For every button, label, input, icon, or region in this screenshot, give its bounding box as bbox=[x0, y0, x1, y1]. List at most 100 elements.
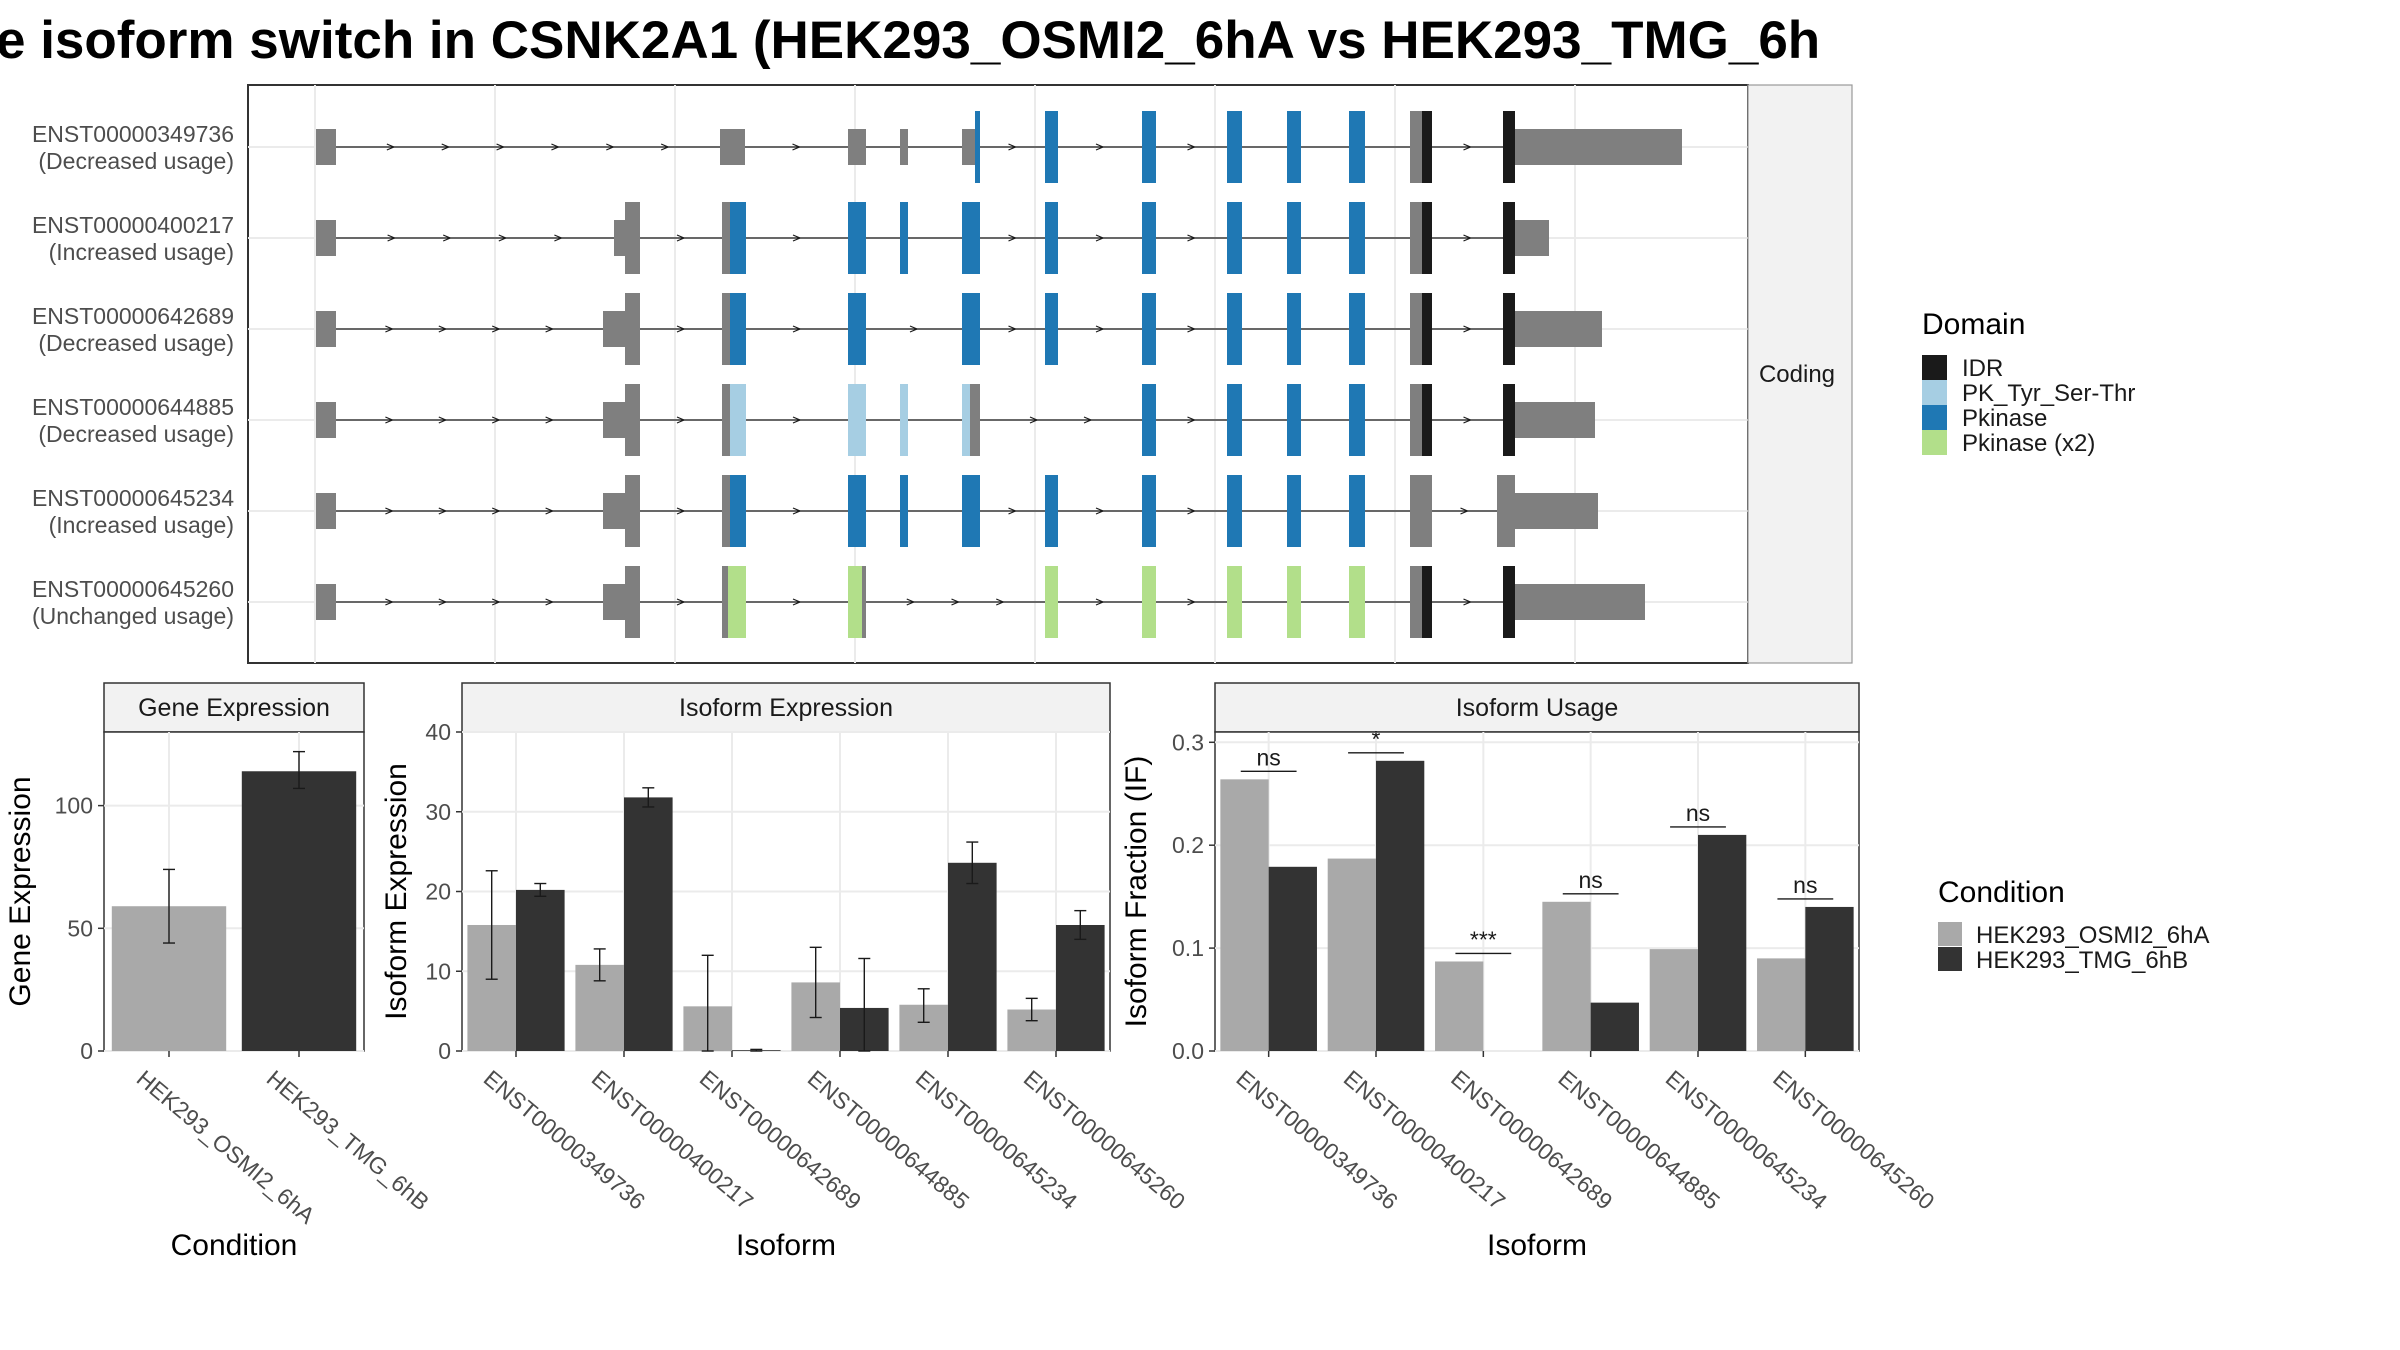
intron-arrow bbox=[385, 598, 394, 606]
intron-arrow bbox=[438, 507, 448, 515]
transcript-usage-label: (Decreased usage) bbox=[38, 421, 234, 447]
exon bbox=[316, 311, 336, 347]
exon bbox=[1227, 384, 1242, 456]
legend-swatch-idr bbox=[1922, 355, 1947, 380]
exon bbox=[1045, 202, 1058, 274]
exon bbox=[316, 584, 336, 620]
exon bbox=[900, 384, 908, 456]
bar bbox=[948, 862, 997, 1051]
transcript-id-label: ENST00000644885 bbox=[32, 394, 234, 420]
exon bbox=[1515, 584, 1645, 620]
intron-arrow bbox=[1008, 507, 1018, 515]
intron-arrow bbox=[1008, 325, 1018, 333]
significance-label: ns bbox=[1686, 800, 1710, 826]
legend-label-cond-a: HEK293_OSMI2_6hA bbox=[1976, 922, 2209, 949]
exon bbox=[900, 202, 908, 274]
intron-arrow bbox=[996, 598, 1005, 606]
exon bbox=[625, 202, 640, 274]
intron-arrow bbox=[676, 507, 686, 515]
exon bbox=[1227, 202, 1242, 274]
exon bbox=[722, 384, 730, 456]
exon bbox=[722, 566, 728, 638]
transcript-track bbox=[316, 202, 1549, 274]
exon bbox=[1503, 111, 1515, 183]
bar bbox=[624, 797, 673, 1051]
exon bbox=[1227, 475, 1242, 547]
isoform-labels: ENST00000349736(Decreased usage)ENST0000… bbox=[32, 121, 234, 629]
transcript-id-label: ENST00000400217 bbox=[32, 212, 234, 238]
intron-arrow bbox=[606, 143, 615, 151]
exon bbox=[1349, 293, 1365, 365]
exon bbox=[900, 475, 908, 547]
exon bbox=[1349, 566, 1365, 638]
exon bbox=[962, 129, 977, 165]
legend-label-pkinase-x2: Pkinase (x2) bbox=[1962, 430, 2095, 457]
intron-arrow bbox=[676, 416, 686, 424]
domain-legend: Domain IDR PK_Tyr_Ser-Thr Pkinase Pkinas… bbox=[1922, 308, 2135, 457]
exon bbox=[316, 402, 336, 438]
exon bbox=[720, 129, 745, 165]
intron-arrow bbox=[491, 325, 501, 333]
intron-arrow bbox=[442, 234, 452, 242]
legend-swatch-pk-tyr bbox=[1922, 380, 1947, 405]
exon bbox=[316, 493, 336, 529]
x-axis-title: Isoform bbox=[1487, 1229, 1587, 1262]
exon bbox=[1515, 311, 1602, 347]
exon bbox=[1287, 202, 1301, 274]
exon bbox=[1349, 384, 1365, 456]
exon bbox=[1503, 293, 1515, 365]
exon bbox=[1287, 384, 1301, 456]
exon bbox=[848, 475, 866, 547]
domain-legend-title: Domain bbox=[1922, 308, 2025, 341]
intron-arrow bbox=[1008, 234, 1018, 242]
exon bbox=[962, 384, 970, 456]
exon bbox=[730, 293, 746, 365]
intron-arrow bbox=[1463, 325, 1473, 333]
intron-arrow bbox=[906, 598, 916, 606]
coding-strip-label: Coding bbox=[1759, 361, 1835, 388]
bar bbox=[516, 889, 565, 1051]
y-tick-label: 40 bbox=[425, 719, 451, 745]
transcript-usage-label: (Increased usage) bbox=[49, 239, 234, 265]
panel-strip-title: Gene Expression bbox=[138, 694, 330, 722]
intron-arrow bbox=[438, 325, 448, 333]
exon bbox=[722, 202, 730, 274]
exon bbox=[1349, 475, 1365, 547]
y-tick-label: 30 bbox=[425, 799, 451, 825]
intron-arrow bbox=[1029, 416, 1039, 424]
intron-arrow bbox=[385, 325, 394, 333]
transcript-id-label: ENST00000642689 bbox=[32, 303, 234, 329]
transcript-track bbox=[316, 384, 1595, 456]
bar bbox=[241, 771, 357, 1051]
exon bbox=[1045, 293, 1058, 365]
y-tick-label: 0 bbox=[438, 1038, 451, 1064]
intron-arrow bbox=[438, 598, 448, 606]
legend-swatch-pkinase-x2 bbox=[1922, 430, 1947, 455]
exon bbox=[1410, 384, 1422, 456]
legend-label-pk-tyr: PK_Tyr_Ser-Thr bbox=[1962, 380, 2135, 407]
transcript-track bbox=[316, 111, 1682, 183]
transcript-usage-label: (Decreased usage) bbox=[38, 330, 234, 356]
intron-arrow bbox=[676, 325, 686, 333]
intron-arrow bbox=[545, 507, 555, 515]
intron-arrow bbox=[676, 234, 686, 242]
bar bbox=[1590, 1002, 1639, 1051]
exon bbox=[1410, 111, 1422, 183]
exon bbox=[1045, 475, 1058, 547]
intron-arrow bbox=[1187, 507, 1197, 515]
coding-strip bbox=[1747, 84, 1853, 664]
exon bbox=[316, 129, 336, 165]
exon bbox=[1287, 566, 1301, 638]
exon bbox=[848, 293, 866, 365]
intron-arrow bbox=[1187, 325, 1197, 333]
exon bbox=[1422, 293, 1432, 365]
exon bbox=[1142, 384, 1156, 456]
transcript-usage-label: (Decreased usage) bbox=[38, 148, 234, 174]
exon bbox=[1142, 293, 1156, 365]
intron-arrow bbox=[792, 598, 802, 606]
intron-arrow bbox=[1463, 143, 1473, 151]
exon bbox=[1227, 566, 1242, 638]
exon bbox=[1287, 475, 1301, 547]
bar-panel: Isoform Usage0.00.10.20.3ns****nsnsnsENS… bbox=[1120, 682, 1940, 1262]
exon bbox=[970, 384, 980, 456]
